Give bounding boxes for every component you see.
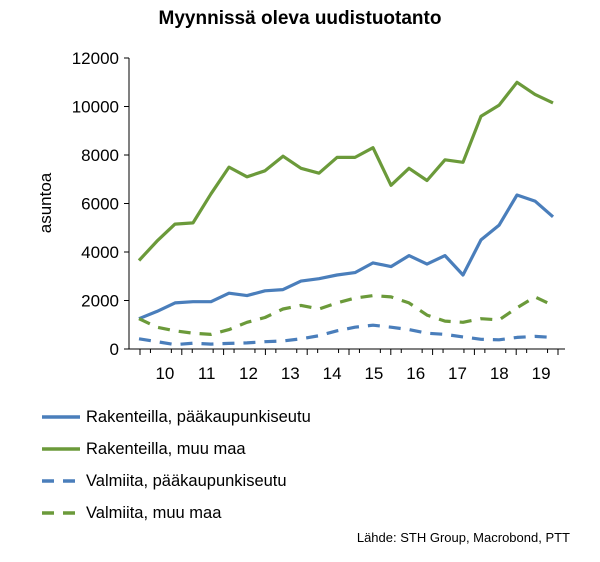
x-tick-label: 12 xyxy=(239,364,258,383)
y-tick-label: 0 xyxy=(110,340,119,359)
legend: Rakenteilla, pääkaupunkiseutu Rakenteilla… xyxy=(42,403,311,531)
legend-swatch xyxy=(42,447,80,451)
y-tick-label: 6000 xyxy=(81,195,119,214)
legend-swatch xyxy=(42,511,80,515)
x-tick-label: 17 xyxy=(448,364,467,383)
series-line-2 xyxy=(137,80,554,262)
y-tick-label: 8000 xyxy=(81,146,119,165)
chart-title: Myynnissä oleva uudistuotanto xyxy=(158,8,442,29)
x-tick-label: 18 xyxy=(490,364,509,383)
series-line-3 xyxy=(138,323,554,347)
y-tick-label: 2000 xyxy=(81,292,119,311)
legend-item: Valmiita, pääkaupunkiseutu xyxy=(42,467,311,495)
legend-item: Rakenteilla, pääkaupunkiseutu xyxy=(42,403,311,431)
legend-label: Rakenteilla, pääkaupunkiseutu xyxy=(86,407,311,426)
legend-item: Rakenteilla, muu maa xyxy=(42,435,311,463)
legend-label: Valmiita, muu maa xyxy=(86,503,222,522)
x-tick-label: 10 xyxy=(155,364,174,383)
legend-item: Valmiita, muu maa xyxy=(42,499,311,527)
x-tick-label: 13 xyxy=(281,364,300,383)
x-tick-label: 14 xyxy=(323,364,342,383)
x-tick-label: 15 xyxy=(364,364,383,383)
y-tick-label: 12000 xyxy=(72,49,119,68)
legend-swatch xyxy=(42,415,80,419)
x-tick-label: 11 xyxy=(198,364,216,383)
x-tick-label: 16 xyxy=(406,364,425,383)
series-layer xyxy=(137,80,555,347)
y-tick-label: 10000 xyxy=(72,98,119,117)
chart-plot: 0 2000 4000 6000 8000 10000 12000 asuntoa 10 11 12… xyxy=(36,49,565,383)
series-line-4 xyxy=(138,294,554,336)
source-note: Lähde: STH Group, Macrobond, PTT xyxy=(356,530,570,545)
y-tick-label: 4000 xyxy=(81,243,119,262)
legend-label: Valmiita, pääkaupunkiseutu xyxy=(86,471,287,490)
y-axis-label: asuntoa xyxy=(36,172,55,233)
axes: 0 2000 4000 6000 8000 10000 12000 asuntoa 10 11 12… xyxy=(36,49,565,383)
x-tick-label: 19 xyxy=(532,364,551,383)
series-line-1 xyxy=(138,193,555,321)
legend-label: Rakenteilla, muu maa xyxy=(86,439,246,458)
legend-swatch xyxy=(42,479,80,483)
